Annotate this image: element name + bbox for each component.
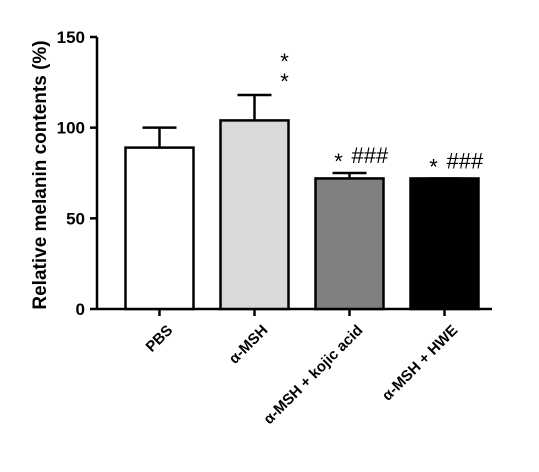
bars: *** ### * ### <box>124 49 484 311</box>
significance-label: * <box>334 149 343 174</box>
y-tick-label: 150 <box>57 28 85 47</box>
bar <box>314 177 385 311</box>
bar <box>409 177 480 311</box>
x-tick-label: α-MSH <box>226 322 272 368</box>
x-tick-label: PBS <box>142 322 176 356</box>
x-tick-label: α-MSH + HWE <box>379 322 461 404</box>
significance-label: ### <box>447 148 484 173</box>
y-axis-title: Relative melanin contents (%) <box>30 40 51 309</box>
significance-label: ### <box>352 143 389 168</box>
significance-label: * <box>280 49 289 74</box>
y-tick-label: 100 <box>57 119 85 138</box>
y-tick-label: 0 <box>76 300 85 319</box>
y-tick-label: 50 <box>66 209 85 228</box>
x-tick-label: α-MSH + kojic acid <box>260 322 366 428</box>
significance-label: * <box>429 154 438 179</box>
significance-label: * <box>280 69 289 94</box>
bar <box>124 146 195 311</box>
bar <box>219 119 290 311</box>
